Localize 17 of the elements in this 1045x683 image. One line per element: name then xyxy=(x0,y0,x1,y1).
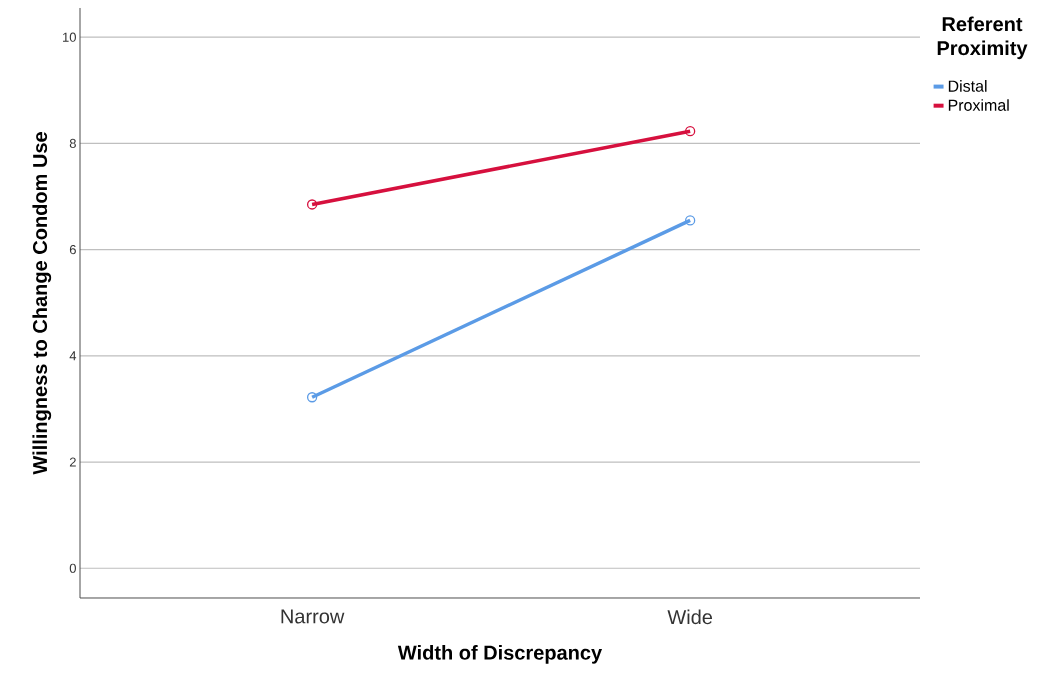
x-axis-title: Width of Discrepancy xyxy=(397,645,603,664)
legend-title: Referent Proximity xyxy=(937,16,1028,60)
point xyxy=(685,215,696,226)
y-tick-label: 2 xyxy=(69,457,76,467)
point xyxy=(306,392,318,403)
legend-label: Proximal xyxy=(948,99,1009,111)
y-tick-label: 0 xyxy=(69,563,76,573)
point xyxy=(306,199,318,210)
legend-label: Distal xyxy=(948,80,987,92)
x-tick-label: Narrow xyxy=(281,609,345,624)
y-tick-label: 8 xyxy=(69,138,76,149)
y-tick-label: 6 xyxy=(69,245,76,255)
y-tick-label: 10 xyxy=(63,32,76,42)
point xyxy=(685,126,696,137)
y-tick-label: 4 xyxy=(69,351,77,361)
y-axis-title: Willingness to Change Condom Use xyxy=(32,132,52,475)
x-tick-label: Wide xyxy=(667,609,713,625)
